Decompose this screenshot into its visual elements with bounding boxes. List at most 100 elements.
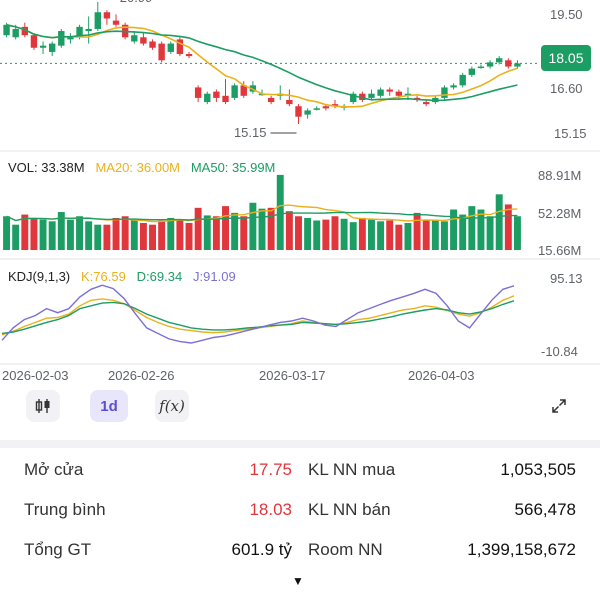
candle-body <box>322 106 330 109</box>
volume-bar <box>258 208 266 250</box>
candle-body <box>194 87 202 98</box>
candle-body <box>94 12 101 29</box>
candle-body <box>213 91 220 98</box>
volume-bar <box>130 219 138 250</box>
stats-panel: Mở cửa 17.75 KL NN mua 1,053,505 Trung b… <box>0 448 600 568</box>
volume-bar <box>459 214 467 250</box>
ma50-label: MA50: 35.99M <box>190 160 276 175</box>
candle-body <box>386 89 393 92</box>
foreign-buy-value: 1,053,505 <box>500 460 576 479</box>
volume-bar <box>386 220 394 250</box>
date-axis-label: 2026-03-17 <box>259 368 326 383</box>
volume-bar <box>66 219 74 250</box>
candle-body <box>103 12 111 19</box>
volume-bar <box>377 221 385 250</box>
price-axis-label: 15.15 <box>554 126 587 141</box>
stat-row-total: Tổng GT 601.9 tỷ Room NN 1,399,158,672 <box>0 528 600 568</box>
volume-bar <box>85 221 93 250</box>
volume-bar <box>94 224 102 250</box>
kdj-legend: KDJ(9,1,3) K:76.59 D:69.34 J:91.09 <box>8 269 236 284</box>
candle-body <box>468 68 476 75</box>
candle-body <box>30 35 38 48</box>
candle-body <box>459 74 466 86</box>
candle-body <box>304 110 311 115</box>
ma20-label: MA20: 36.00M <box>95 160 180 175</box>
candle-body <box>295 106 302 117</box>
volume-bar <box>103 224 111 250</box>
candle-body <box>331 104 339 107</box>
candle-body <box>85 28 92 32</box>
volume-bar <box>30 217 38 250</box>
interval-button[interactable]: 1d <box>90 390 128 422</box>
candle-body <box>185 54 193 57</box>
volume-bar <box>486 216 494 250</box>
volume-bar <box>368 219 375 250</box>
candle-type-button[interactable] <box>26 390 60 422</box>
volume-bar <box>21 214 29 250</box>
volume-bar <box>276 174 284 250</box>
volume-bar <box>450 209 458 250</box>
candle-body <box>240 85 247 96</box>
volume-bar <box>212 216 220 250</box>
candle-body <box>350 93 357 103</box>
candle-body <box>505 60 512 67</box>
volume-bar <box>404 223 412 250</box>
open-value: 17.75 <box>249 460 292 479</box>
expand-more-icon[interactable]: ▼ <box>292 574 304 588</box>
date-axis-label: 2026-02-03 <box>2 368 69 383</box>
candlestick-icon <box>35 399 50 413</box>
candle-body <box>176 39 184 55</box>
kdj-d-label: D:69.34 <box>136 269 183 284</box>
volume-bar <box>413 212 421 250</box>
price-ma20-line <box>6 24 518 108</box>
volume-bar <box>185 223 193 250</box>
candle-body <box>140 37 147 44</box>
candle-body <box>514 63 521 67</box>
indicator-button[interactable]: f(x) <box>155 390 189 422</box>
stat-row-open: Mở cửa 17.75 KL NN mua 1,053,505 <box>0 448 600 488</box>
volume-bar <box>477 209 485 250</box>
kdj-j-line <box>1 284 515 344</box>
volume-bar <box>395 224 403 250</box>
volume-axis-label: 52.28M <box>538 206 581 221</box>
candle-body <box>477 66 485 69</box>
kdj-j-label: J:91.09 <box>193 269 236 284</box>
candle-body <box>48 43 56 52</box>
candle-body <box>395 91 403 96</box>
volume-bar <box>121 216 129 250</box>
candle-body <box>441 87 448 98</box>
volume-bar <box>340 218 348 250</box>
date-axis-label: 2026-02-26 <box>108 368 175 383</box>
volume-bar <box>48 221 56 250</box>
volume-bar <box>139 223 147 250</box>
chart-toolbar: 1d f(x) <box>0 388 600 428</box>
fullscreen-button[interactable] <box>542 390 576 422</box>
volume-label: VOL: 33.38M <box>8 160 85 175</box>
volume-bar <box>349 222 357 250</box>
kdj-title: KDJ(9,1,3) <box>8 269 71 284</box>
foreign-sell-label: KL NN bán <box>308 500 391 519</box>
volume-bar <box>440 221 448 250</box>
candle-body <box>131 35 138 42</box>
candle-body <box>76 26 83 38</box>
foreign-room-value: 1,399,158,672 <box>467 540 576 559</box>
volume-bar <box>240 216 248 250</box>
volume-bar <box>422 219 430 250</box>
chart-area[interactable]: 20.99 15.15 19.50 16.60 15.15 88.91M 52.28M 15.… <box>0 0 600 390</box>
volume-bar <box>513 216 521 250</box>
volume-axis-label: 88.91M <box>538 168 581 183</box>
average-label: Trung bình <box>24 500 106 519</box>
volume-bar <box>249 202 257 250</box>
kdj-k-line <box>1 295 515 336</box>
volume-bar <box>12 224 20 250</box>
foreign-buy-label: KL NN mua <box>308 460 396 479</box>
volume-bar <box>167 217 175 250</box>
kdj-k-label: K:76.59 <box>80 269 126 284</box>
candle-body <box>158 43 165 61</box>
candle-body <box>21 26 28 36</box>
candle-body <box>112 20 120 25</box>
expand-icon <box>552 399 566 413</box>
candle-body <box>377 89 384 96</box>
open-label: Mở cửa <box>24 460 84 479</box>
total-value-label: Tổng GT <box>24 540 92 559</box>
